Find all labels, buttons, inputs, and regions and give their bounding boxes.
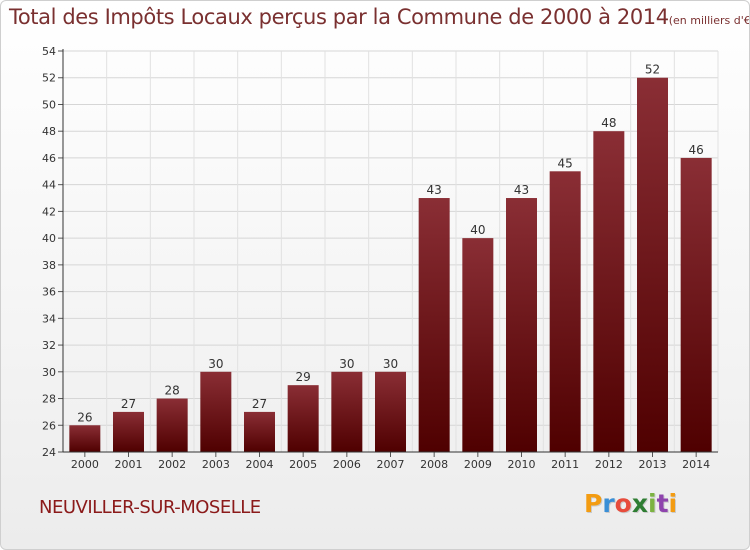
data-label: 46 — [689, 143, 704, 157]
logo-letter: x — [631, 489, 648, 518]
bar — [549, 171, 581, 453]
logo-letter: P — [584, 489, 603, 518]
x-tick-label: 2003 — [202, 458, 230, 471]
y-tick-label: 42 — [42, 205, 56, 218]
x-tick-label: 2010 — [508, 458, 536, 471]
data-label: 30 — [383, 357, 398, 371]
data-label: 27 — [121, 397, 136, 411]
y-tick-label: 48 — [42, 125, 56, 138]
commune-name: NEUVILLER-SUR-MOSELLE — [39, 497, 261, 518]
x-tick-label: 2000 — [71, 458, 99, 471]
data-label: 40 — [470, 223, 485, 237]
data-label: 26 — [77, 410, 92, 424]
data-label: 43 — [514, 183, 529, 197]
bar — [69, 425, 101, 452]
bar — [637, 77, 668, 452]
data-label: 28 — [165, 384, 180, 398]
bar — [418, 198, 450, 452]
chart-title: Total des Impôts Locaux perçus par la Co… — [9, 5, 750, 29]
y-tick-label: 36 — [42, 286, 56, 299]
bar — [244, 411, 275, 452]
x-tick-label: 2013 — [639, 458, 667, 471]
y-tick-label: 52 — [42, 72, 56, 85]
y-tick-label: 38 — [42, 259, 56, 272]
unit-label: (en milliers d'€) — [668, 14, 750, 27]
y-tick-label: 44 — [42, 179, 56, 192]
logo-letter: t — [656, 489, 669, 518]
proxiti-logo[interactable]: Proxiti — [584, 489, 677, 518]
x-tick-label: 2012 — [595, 458, 623, 471]
x-tick-label: 2002 — [158, 458, 186, 471]
y-tick-label: 40 — [42, 232, 56, 245]
bar — [680, 157, 712, 452]
x-tick-label: 2008 — [420, 458, 448, 471]
data-label: 52 — [645, 63, 660, 77]
y-tick-label: 54 — [42, 45, 56, 58]
data-label: 29 — [296, 370, 311, 384]
bar — [156, 398, 188, 452]
y-tick-label: 30 — [42, 366, 56, 379]
logo-letter: i — [648, 489, 657, 518]
data-label: 48 — [601, 116, 616, 130]
bar — [200, 371, 232, 452]
bar — [287, 385, 319, 452]
bar — [593, 131, 625, 452]
data-label: 30 — [339, 357, 354, 371]
y-tick-label: 32 — [42, 339, 56, 352]
bar — [331, 371, 363, 452]
y-tick-label: 26 — [42, 419, 56, 432]
data-label: 30 — [208, 357, 223, 371]
x-tick-label: 2011 — [551, 458, 579, 471]
y-tick-label: 28 — [42, 393, 56, 406]
bar — [506, 198, 537, 452]
y-tick-label: 50 — [42, 98, 56, 111]
x-tick-label: 2005 — [289, 458, 317, 471]
data-label: 27 — [252, 397, 267, 411]
x-tick-label: 2007 — [377, 458, 405, 471]
logo-letter: i — [668, 489, 678, 518]
x-tick-label: 2001 — [115, 458, 143, 471]
data-label: 45 — [558, 156, 573, 170]
bar — [462, 238, 494, 452]
logo-letter: r — [602, 489, 615, 518]
x-tick-label: 2014 — [682, 458, 710, 471]
x-tick-label: 2009 — [464, 458, 492, 471]
y-tick-label: 24 — [42, 446, 56, 459]
logo-letter: o — [614, 489, 632, 518]
x-tick-label: 2006 — [333, 458, 361, 471]
axes: 24 26 28 30 32 34 36 38 40 42 44 46 48 50 52 54 2000 2001… — [42, 45, 718, 471]
bar — [113, 411, 144, 452]
x-tick-label: 2004 — [246, 458, 274, 471]
bars: 26 27 28 30 27 29 30 30 43 40 43 45 48 52 46 — [69, 63, 712, 453]
y-tick-label: 34 — [42, 312, 56, 325]
data-label: 43 — [427, 183, 442, 197]
y-tick-label: 46 — [42, 152, 56, 165]
bar — [375, 371, 406, 452]
